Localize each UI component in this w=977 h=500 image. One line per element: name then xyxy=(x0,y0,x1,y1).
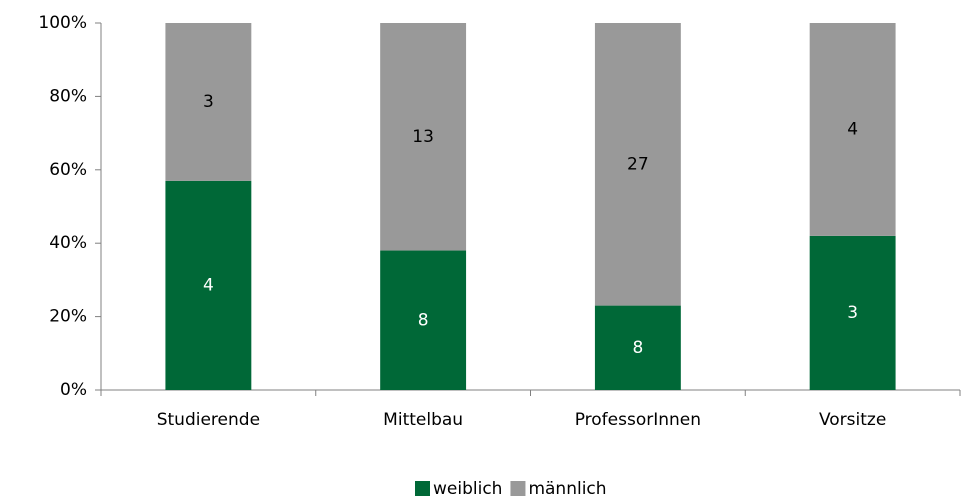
bar-segment xyxy=(594,305,681,390)
x-tick-label: ProfessorInnen xyxy=(575,410,701,430)
legend-swatch xyxy=(510,481,526,496)
data-label: 3 xyxy=(203,92,214,112)
data-label: 27 xyxy=(627,154,649,174)
y-tick-label: 40% xyxy=(49,233,87,253)
data-label: 8 xyxy=(418,310,429,330)
y-tick-label: 80% xyxy=(49,86,87,106)
x-tick-label: Studierende xyxy=(157,410,260,430)
x-tick-label: Mittelbau xyxy=(383,410,463,430)
legend-label: weiblich xyxy=(433,479,502,499)
legend-swatch xyxy=(415,481,430,496)
bar-segment xyxy=(809,235,896,390)
bar-segment xyxy=(380,23,467,251)
x-tick-label: Vorsitze xyxy=(819,410,886,430)
bar-segment xyxy=(809,23,896,236)
data-label: 13 xyxy=(412,127,434,147)
bar-segment xyxy=(165,23,252,181)
y-tick-label: 60% xyxy=(49,160,87,180)
data-label: 8 xyxy=(632,338,643,358)
y-tick-label: 20% xyxy=(49,307,87,327)
legend-label: männlich xyxy=(528,479,606,499)
data-label: 4 xyxy=(203,275,214,295)
y-tick-label: 0% xyxy=(60,380,87,400)
bar-segment xyxy=(594,23,681,306)
bar-segment xyxy=(380,250,467,390)
y-tick-label: 100% xyxy=(38,13,87,33)
bar-segment xyxy=(165,180,252,390)
data-label: 3 xyxy=(847,303,858,323)
data-label: 4 xyxy=(847,119,858,139)
